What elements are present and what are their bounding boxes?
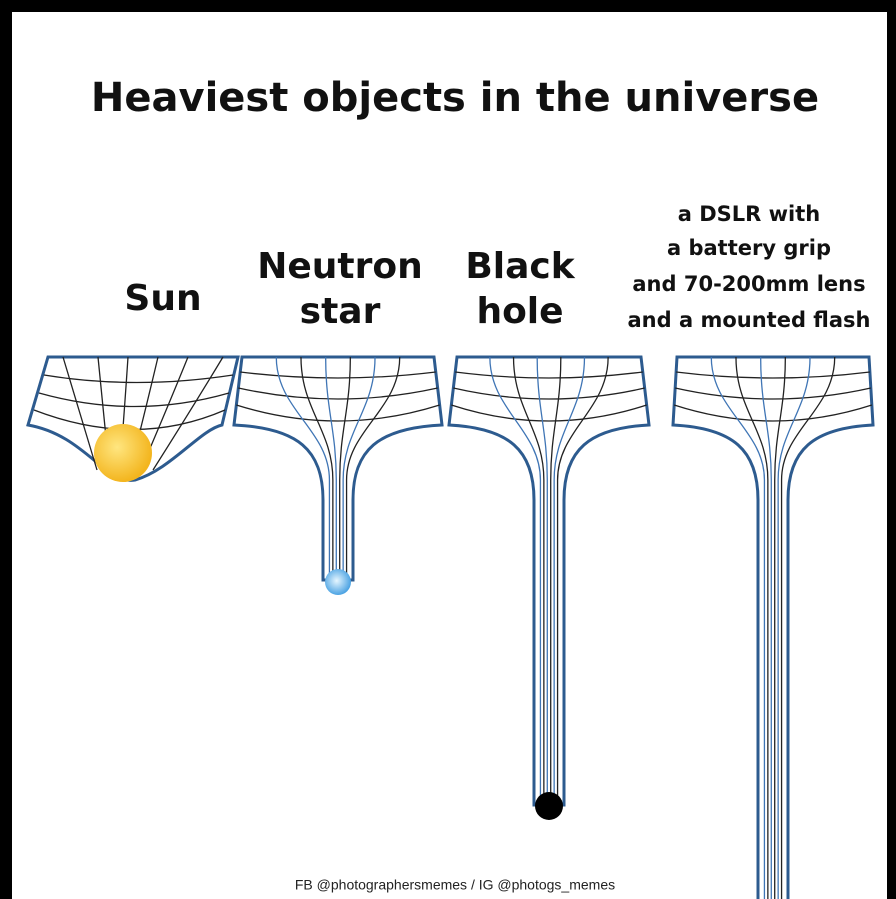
object-label: hole [476, 291, 563, 332]
object-label: Black [465, 246, 575, 287]
black-hole [535, 792, 563, 820]
sun [94, 424, 152, 482]
neutron-star [325, 569, 351, 595]
object-label: Neutron [257, 246, 423, 287]
object-label: a battery grip [667, 236, 831, 260]
meme-image: Heaviest objects in the universe Sun Neu… [0, 0, 896, 899]
object-label: star [300, 291, 381, 332]
object-label: and a mounted flash [628, 308, 871, 332]
title: Heaviest objects in the universe [91, 75, 819, 121]
credit: FB @photographersmemes / IG @photogs_mem… [295, 877, 615, 893]
object-label: Sun [124, 278, 201, 319]
object-label: a DSLR with [678, 202, 821, 226]
object-label: and 70-200mm lens [632, 272, 865, 296]
